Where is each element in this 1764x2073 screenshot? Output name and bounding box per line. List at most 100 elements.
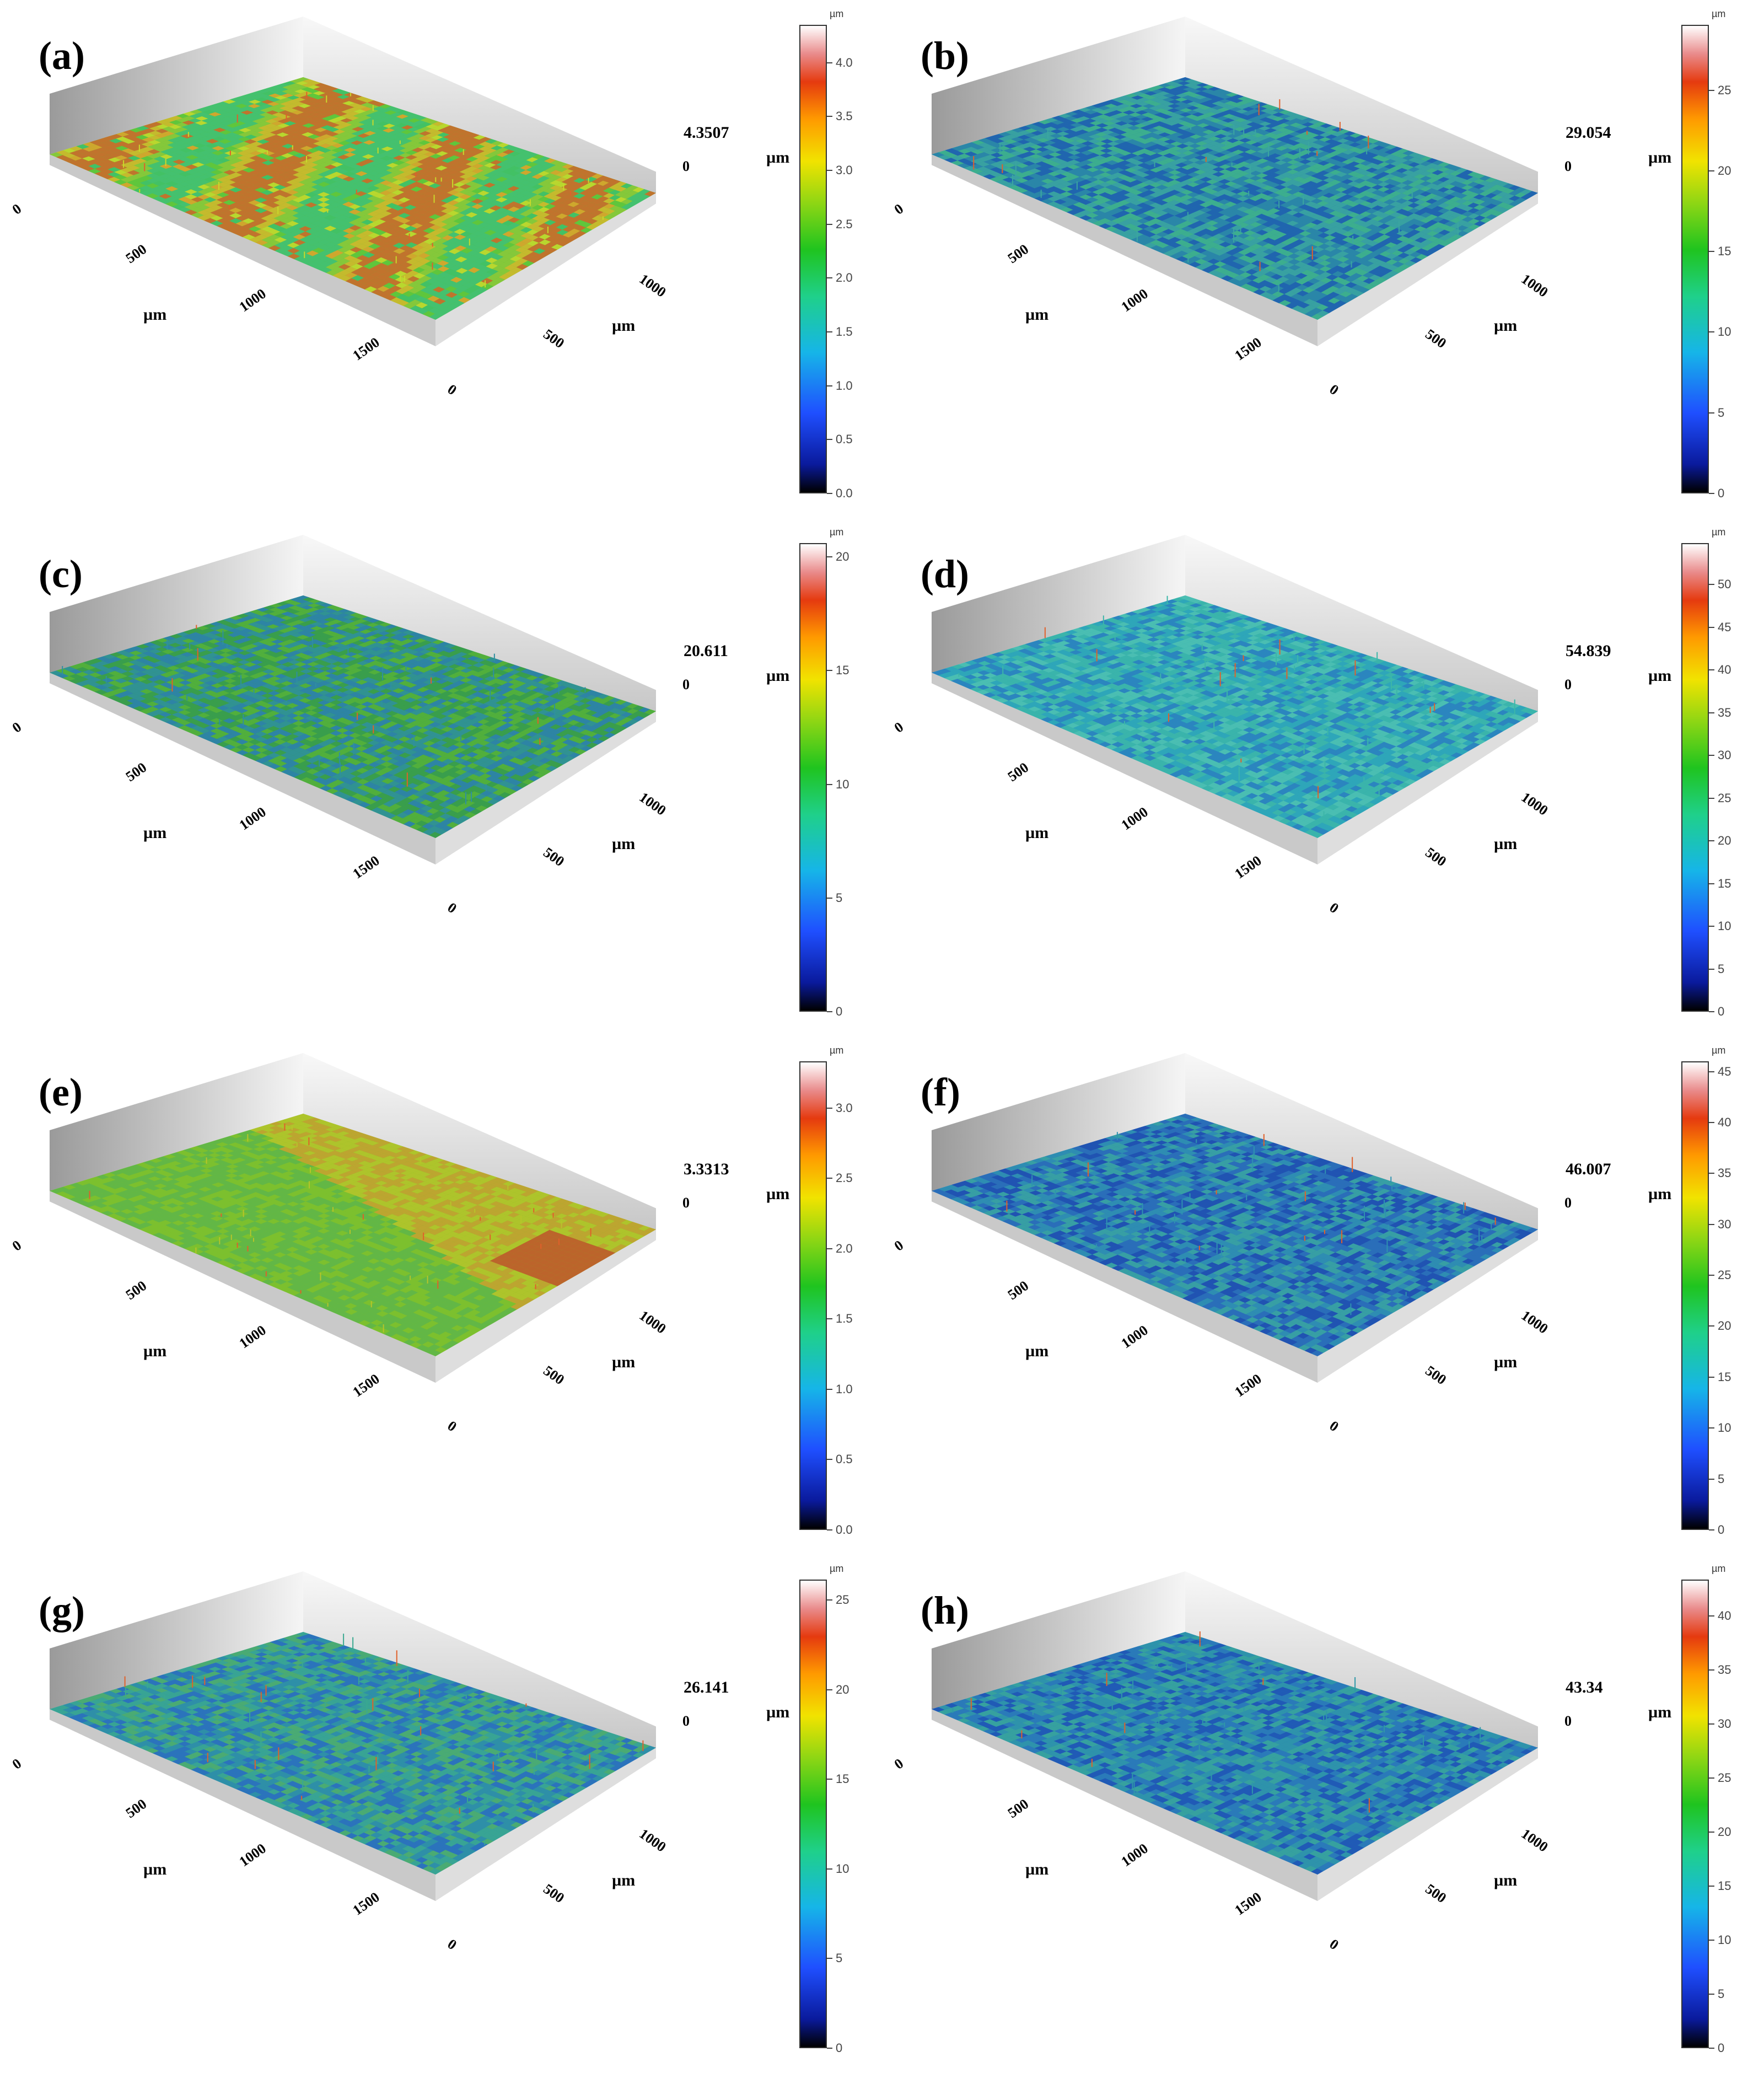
colorbar-tick-label: 0.0 bbox=[836, 1523, 853, 1537]
colorbar-tick-mark bbox=[1709, 412, 1714, 413]
colorbar-tick-mark bbox=[1709, 251, 1714, 252]
colorbar bbox=[1681, 1580, 1709, 2048]
colorbar-unit: µm bbox=[1712, 1563, 1725, 1575]
colorbar-tick-label: 45 bbox=[1718, 1065, 1731, 1079]
colorbar-tick-label: 40 bbox=[1718, 1609, 1731, 1623]
colorbar-unit: µm bbox=[1712, 1045, 1725, 1056]
colorbar-tick-mark bbox=[827, 224, 832, 225]
colorbar-tick-label: 3.0 bbox=[836, 1101, 853, 1115]
y-tick-label: 0 bbox=[1327, 1936, 1342, 1953]
colorbar bbox=[1681, 1061, 1709, 1530]
colorbar-tick-mark bbox=[827, 1599, 832, 1601]
y-unit-label: µm bbox=[612, 835, 635, 853]
x-tick-label: 1000 bbox=[236, 1840, 269, 1870]
colorbar bbox=[799, 543, 827, 1012]
colorbar-tick-mark bbox=[827, 331, 832, 332]
x-unit-label: µm bbox=[1025, 1342, 1048, 1360]
z-unit-label: µm bbox=[766, 1185, 789, 1203]
colorbar-tick-mark bbox=[1709, 331, 1714, 332]
y-tick-label: 500 bbox=[1422, 1362, 1449, 1388]
y-tick-label: 0 bbox=[445, 899, 460, 916]
z-zero-label: 0 bbox=[682, 158, 690, 174]
colorbar-tick-label: 15 bbox=[836, 663, 849, 678]
colorbar-tick-label: 35 bbox=[1718, 1663, 1731, 1677]
z-unit-label: µm bbox=[1648, 667, 1671, 685]
colorbar-tick-mark bbox=[827, 277, 832, 278]
colorbar-tick-label: 10 bbox=[1718, 1933, 1731, 1947]
colorbar-tick-label: 40 bbox=[1718, 1115, 1731, 1130]
colorbar-tick-mark bbox=[827, 116, 832, 117]
colorbar-tick-mark bbox=[1709, 969, 1714, 970]
x-tick-label: 1500 bbox=[349, 334, 382, 364]
colorbar-tick-mark bbox=[1709, 1325, 1714, 1326]
x-unit-label: µm bbox=[143, 824, 166, 842]
colorbar-tick-mark bbox=[1709, 840, 1714, 841]
x-tick-label: 0 bbox=[9, 719, 24, 736]
colorbar-tick-label: 0 bbox=[1718, 486, 1724, 501]
y-tick-label: 500 bbox=[1422, 326, 1449, 351]
colorbar-tick-label: 0 bbox=[1718, 1005, 1724, 1019]
colorbar-tick-label: 5 bbox=[1718, 1987, 1724, 2001]
colorbar-tick-label: 25 bbox=[1718, 1268, 1731, 1282]
x-tick-label: 1500 bbox=[349, 1371, 382, 1400]
z-max-label: 46.007 bbox=[1566, 1160, 1611, 1178]
z-unit-label: µm bbox=[1648, 1185, 1671, 1203]
colorbar-unit: µm bbox=[830, 1045, 843, 1056]
colorbar-unit: µm bbox=[830, 8, 843, 20]
colorbar-tick-label: 15 bbox=[1718, 1370, 1731, 1384]
x-tick-label: 500 bbox=[1005, 1277, 1032, 1303]
colorbar-tick-mark bbox=[827, 1779, 832, 1780]
colorbar-tick-mark bbox=[1709, 669, 1714, 670]
colorbar-tick-mark bbox=[827, 1011, 832, 1012]
x-tick-label: 1500 bbox=[349, 852, 382, 882]
colorbar-tick-label: 20 bbox=[1718, 834, 1731, 848]
x-tick-label: 0 bbox=[891, 719, 906, 736]
y-unit-label: µm bbox=[612, 316, 635, 335]
x-tick-label: 0 bbox=[9, 201, 24, 218]
colorbar-tick-mark bbox=[1709, 493, 1714, 494]
colorbar-tick-label: 2.0 bbox=[836, 1242, 853, 1256]
y-tick-label: 0 bbox=[445, 1936, 460, 1953]
y-tick-label: 500 bbox=[540, 1362, 567, 1388]
colorbar-tick-mark bbox=[827, 2048, 832, 2049]
colorbar-tick-mark bbox=[1709, 1427, 1714, 1428]
y-tick-label: 500 bbox=[1422, 1881, 1449, 1906]
colorbar-tick-label: 10 bbox=[1718, 325, 1731, 339]
colorbar-tick-label: 30 bbox=[1718, 1217, 1731, 1232]
colorbar-tick-label: 2.0 bbox=[836, 271, 853, 285]
y-tick-label: 0 bbox=[1327, 381, 1342, 398]
colorbar bbox=[799, 25, 827, 493]
y-tick-label: 500 bbox=[1422, 844, 1449, 869]
colorbar-tick-label: 0 bbox=[1718, 1523, 1724, 1537]
x-unit-label: µm bbox=[1025, 305, 1048, 324]
colorbar-tick-mark bbox=[1709, 1224, 1714, 1225]
x-tick-label: 1500 bbox=[1231, 1371, 1264, 1400]
colorbar-tick-mark bbox=[1709, 1377, 1714, 1378]
colorbar-tick-label: 15 bbox=[1718, 877, 1731, 891]
colorbar-tick-mark bbox=[827, 1248, 832, 1249]
x-tick-label: 1500 bbox=[1231, 852, 1264, 882]
z-max-label: 4.3507 bbox=[684, 123, 729, 142]
z-zero-label: 0 bbox=[1564, 158, 1572, 174]
colorbar-tick-label: 0 bbox=[836, 2041, 842, 2055]
colorbar-tick-mark bbox=[1709, 712, 1714, 713]
colorbar-tick-label: 5 bbox=[1718, 406, 1724, 420]
colorbar-tick-mark bbox=[1709, 1940, 1714, 1941]
colorbar-tick-label: 10 bbox=[836, 1862, 849, 1876]
colorbar-tick-label: 40 bbox=[1718, 663, 1731, 677]
colorbar-tick-label: 5 bbox=[1718, 1472, 1724, 1486]
z-zero-label: 0 bbox=[1564, 1195, 1572, 1211]
z-unit-label: µm bbox=[1648, 148, 1671, 167]
colorbar-tick-label: 20 bbox=[1718, 1825, 1731, 1839]
colorbar-tick-label: 1.5 bbox=[836, 1312, 853, 1326]
colorbar-tick-mark bbox=[1709, 2048, 1714, 2049]
colorbar-tick-label: 3.0 bbox=[836, 163, 853, 178]
z-unit-label: µm bbox=[766, 667, 789, 685]
colorbar-tick-label: 20 bbox=[1718, 164, 1731, 178]
